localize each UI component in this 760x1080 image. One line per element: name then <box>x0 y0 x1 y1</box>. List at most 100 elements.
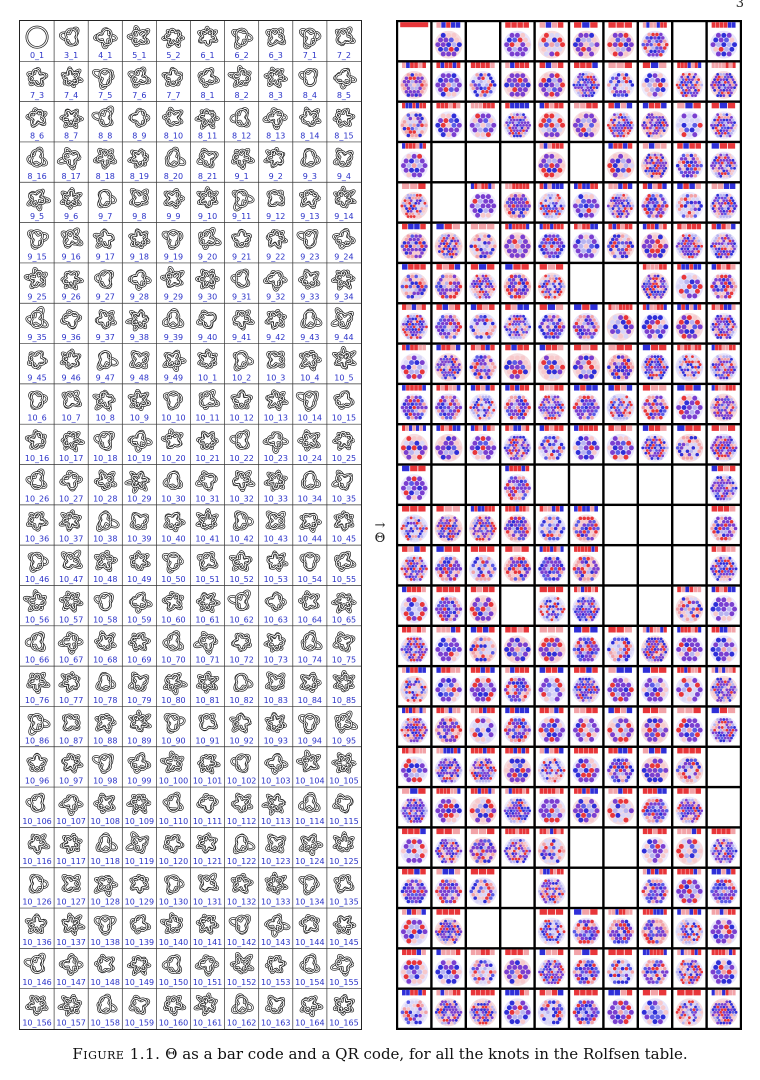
qr-code <box>641 716 669 745</box>
bar-code <box>470 586 495 593</box>
knot-diagram <box>129 873 150 894</box>
knot-label: 10_95 <box>332 736 356 745</box>
qr-cell <box>535 707 568 746</box>
bar-code <box>608 909 633 915</box>
bar-code <box>642 989 667 996</box>
bar-code <box>539 506 564 512</box>
qr-code <box>572 192 601 220</box>
knot-diagram <box>91 105 115 128</box>
knot-diagram <box>232 309 255 331</box>
knot-cell: 10_22 <box>229 429 254 463</box>
bar-code <box>505 949 529 956</box>
qr-cell <box>432 143 465 182</box>
knot-diagram <box>93 792 116 814</box>
qr-code <box>434 675 463 704</box>
knot-diagram <box>94 630 117 651</box>
bar-code <box>402 546 426 552</box>
knot-cell: 10_95 <box>332 710 359 745</box>
knot-diagram <box>264 309 287 330</box>
figure-caption: Figure 1.1. Θ as a bar code and a QR cod… <box>0 1045 760 1063</box>
knot-label: 10_88 <box>93 736 117 745</box>
knot-diagram <box>91 753 114 774</box>
qr-cell <box>639 304 671 343</box>
bar-code <box>539 546 564 552</box>
knot-cell: 3_1 <box>59 26 80 60</box>
knot-label: 10_93 <box>264 736 288 745</box>
knot-diagram <box>60 66 84 89</box>
qr-cell <box>604 707 637 746</box>
knot-cell: 10_126 <box>22 873 52 907</box>
qr-code <box>469 837 497 865</box>
qr-cell <box>570 949 603 988</box>
qr-code <box>434 958 463 986</box>
qr-code <box>537 30 566 59</box>
page-number: 3 <box>735 0 744 11</box>
knot-diagram <box>299 106 322 128</box>
knot-label: 9_29 <box>164 293 183 302</box>
qr-code <box>434 756 463 785</box>
knot-diagram <box>163 713 186 734</box>
knot-label: 10_135 <box>329 898 358 907</box>
qr-code <box>606 353 635 382</box>
knot-diagram <box>160 266 185 289</box>
knot-diagram <box>332 631 356 653</box>
qr-code <box>537 716 566 745</box>
qr-code <box>641 393 669 422</box>
qr-code <box>709 877 738 906</box>
knot-label: 9_6 <box>64 212 78 221</box>
knot-cell: 8_6 <box>25 107 48 140</box>
qr-cell <box>604 62 637 101</box>
knot-diagram <box>163 994 187 1017</box>
qr-code <box>675 716 704 745</box>
knot-cell: 10_134 <box>295 874 325 907</box>
knot-diagram <box>57 631 84 655</box>
knot-label: 5_2 <box>166 51 180 60</box>
qr-code <box>675 595 704 624</box>
knot-cell: 10_61 <box>195 592 221 624</box>
qr-code <box>572 433 601 462</box>
bar-code <box>470 506 495 512</box>
qr-code <box>400 393 429 422</box>
knot-cell: 10_52 <box>228 550 254 584</box>
knot-label: 10_132 <box>227 898 256 907</box>
knot-cell: 10_106 <box>22 792 52 826</box>
knot-diagram <box>197 348 218 369</box>
qr-cell <box>639 667 671 706</box>
qr-cell <box>535 425 568 464</box>
knot-diagram <box>128 994 151 1015</box>
knot-diagram <box>229 429 250 450</box>
qr-cell <box>501 989 534 1028</box>
knot-diagram <box>161 954 183 975</box>
qr-code <box>606 998 635 1027</box>
bar-code <box>574 62 598 69</box>
knot-label: 10_100 <box>159 777 188 786</box>
bar-code <box>711 385 736 391</box>
knot-cell: 8_1 <box>197 67 220 100</box>
bar-code <box>642 828 667 835</box>
knot-label: 9_42 <box>266 333 285 342</box>
knot-diagram <box>229 952 255 975</box>
knot-cell: 10_117 <box>56 833 86 866</box>
qr-code <box>537 595 566 624</box>
knot-label: 10_19 <box>127 454 151 463</box>
qr-cell <box>673 667 706 706</box>
knot-label: 9_2 <box>269 172 283 181</box>
knot-label: 9_47 <box>96 373 115 382</box>
knot-cell: 9_38 <box>125 309 150 342</box>
knot-diagram <box>298 349 322 372</box>
knot-cell: 9_20 <box>198 227 222 261</box>
knot-cell: 10_48 <box>93 549 118 584</box>
knot-label: 10_114 <box>295 817 324 826</box>
knot-cell: 10_44 <box>298 512 322 544</box>
qr-cell <box>535 747 568 786</box>
bar-code <box>539 102 564 109</box>
qr-cell <box>639 465 671 504</box>
knot-label: 9_20 <box>198 252 217 261</box>
bar-code <box>539 627 564 633</box>
qr-cell <box>673 425 706 464</box>
qr-code <box>572 30 601 59</box>
qr-cell <box>535 264 568 303</box>
qr-code <box>400 998 429 1027</box>
knot-label: 9_35 <box>27 333 46 342</box>
knot-label: 10_99 <box>127 777 151 786</box>
